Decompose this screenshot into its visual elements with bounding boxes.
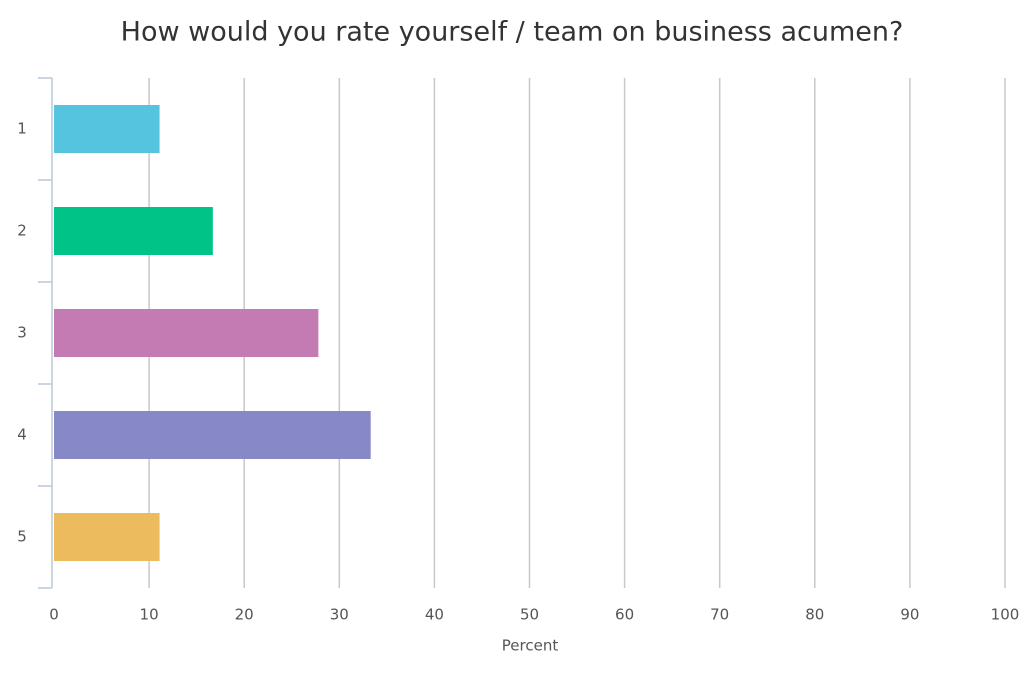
y-tick-label: 2 [17,222,27,240]
chart-title: How would you rate yourself / team on bu… [121,17,904,48]
bar [54,105,160,153]
x-tick-label: 0 [49,606,59,624]
bar [54,411,371,459]
y-tick-label: 5 [17,528,27,546]
bar [54,513,160,561]
x-axis-title: Percent [502,637,559,655]
x-tick-label: 80 [805,606,824,624]
y-tick-label: 4 [17,426,27,444]
x-tick-label: 20 [235,606,254,624]
bar [54,309,319,357]
x-tick-label: 30 [330,606,349,624]
x-tick-label: 100 [991,606,1020,624]
x-tick-label: 70 [710,606,729,624]
x-tick-label: 60 [615,606,634,624]
y-tick-label: 1 [17,120,27,138]
bar [54,207,213,255]
x-tick-label: 10 [140,606,159,624]
x-tick-label: 90 [900,606,919,624]
y-tick-label: 3 [17,324,27,342]
x-tick-label: 40 [425,606,444,624]
x-tick-label: 50 [520,606,539,624]
